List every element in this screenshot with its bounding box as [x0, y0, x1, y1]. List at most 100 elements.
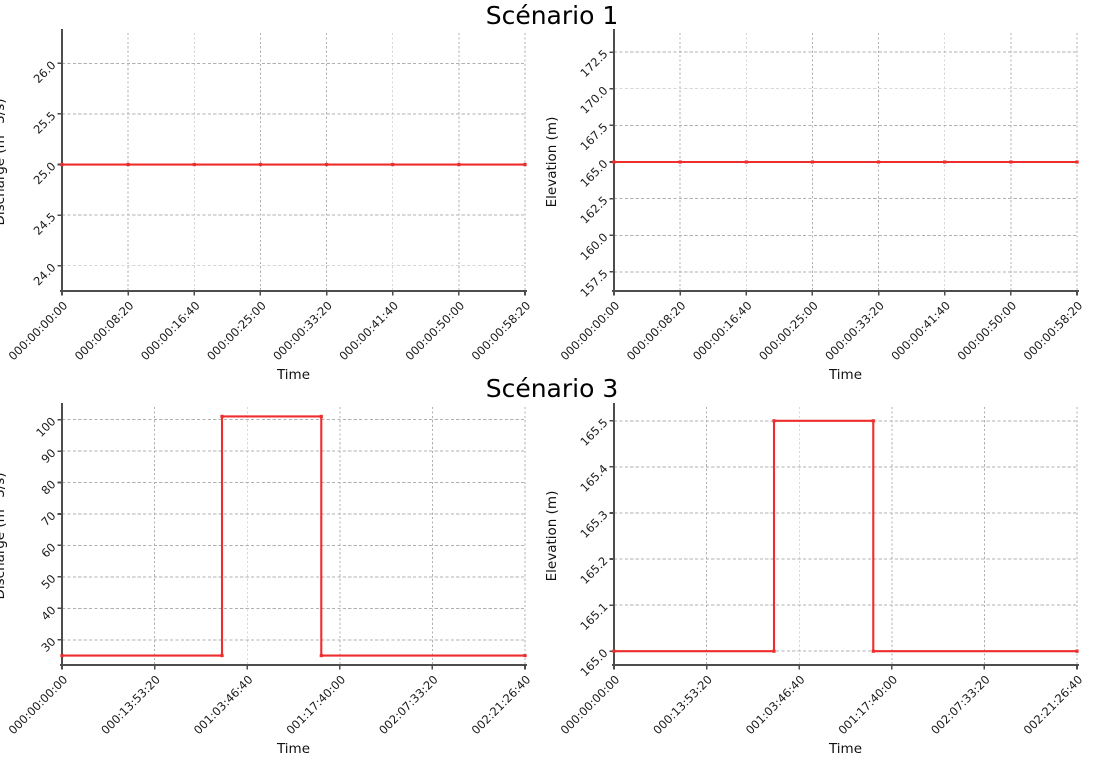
- y-tick-label: 167.5: [577, 120, 610, 153]
- data-point-marker: [1009, 160, 1013, 164]
- x-tick-label: 000:00:33:20: [270, 298, 335, 363]
- chart-scenario1-elevation: 000:00:00:00 000:00:08:20 000:00:16:40 000:…: [544, 29, 1085, 383]
- y-tick-label: 165.1: [577, 600, 610, 633]
- x-tick-label: 000:00:16:40: [138, 298, 203, 363]
- x-axis-label: Time: [828, 367, 862, 383]
- data-point-marker: [1075, 160, 1079, 164]
- data-point-marker: [319, 414, 323, 419]
- x-tick-label: 000:00:41:40: [336, 298, 401, 363]
- x-tick-label: 002:07:33:20: [376, 672, 441, 737]
- y-tick-label: 50: [38, 572, 58, 592]
- data-point-marker: [220, 414, 224, 419]
- data-point-marker: [678, 160, 682, 164]
- y-tick-label: 165.2: [577, 554, 610, 587]
- y-tick-label: 160.0: [577, 230, 610, 263]
- data-point-marker: [1075, 649, 1079, 653]
- x-tick-label: 001:17:40:00: [835, 672, 900, 737]
- y-tick-label: 24.5: [31, 210, 59, 238]
- x-axis-label: Time: [276, 741, 310, 757]
- x-tick-label: 000:00:50:00: [403, 298, 468, 363]
- x-tick-label: 000:00:25:00: [756, 298, 821, 363]
- y-axis-label: Discharge (m^3/s): [0, 98, 8, 225]
- y-tick-label: 25.5: [31, 109, 59, 137]
- x-tick-label: 000:00:00:00: [6, 672, 71, 737]
- x-tick-label: 000:13:53:20: [650, 672, 715, 737]
- x-axis-label: Time: [828, 741, 862, 757]
- data-point-marker: [772, 649, 776, 653]
- x-tick-label: 000:00:58:20: [469, 298, 534, 363]
- y-tick-label: 24.0: [31, 260, 59, 288]
- data-point-marker: [772, 419, 776, 423]
- data-point-marker: [457, 162, 461, 167]
- x-tick-label: 001:17:40:00: [283, 672, 348, 737]
- data-point-marker: [612, 160, 616, 164]
- data-point-marker: [523, 162, 527, 167]
- data-point-marker: [126, 162, 130, 167]
- data-point-marker: [744, 160, 748, 164]
- y-tick-label: 165.0: [577, 157, 610, 190]
- y-tick-label: 172.5: [577, 47, 610, 80]
- chart-scenario1-discharge: 000:00:00:00 000:00:08:20 000:00:16:40 000:…: [0, 29, 533, 383]
- x-tick-label: 000:00:33:20: [822, 298, 887, 363]
- gridlines-scenario3-elevation: [613, 407, 1078, 665]
- y-tick-label: 165.0: [577, 646, 610, 679]
- x-tick-label: 001:03:46:40: [743, 672, 808, 737]
- scenario-3-title: Scénario 3: [485, 374, 619, 403]
- y-tick-label: 30: [38, 635, 58, 655]
- y-tick-label: 80: [38, 477, 58, 497]
- x-tick-label: 000:00:50:00: [955, 298, 1020, 363]
- data-point-marker: [391, 162, 395, 167]
- data-series-line: [614, 419, 1077, 653]
- data-point-marker: [220, 653, 224, 658]
- data-point-marker: [192, 162, 196, 167]
- gridlines-scenario1-discharge: [61, 33, 526, 291]
- y-tick-label: 165.3: [577, 508, 610, 541]
- data-point-marker: [324, 162, 329, 167]
- x-tick-label: 000:13:53:20: [98, 672, 163, 737]
- y-axis-label: Elevation (m): [544, 491, 560, 582]
- chart-scenario3-elevation: 000:00:00:00 000:13:53:20 001:03:46:40 001:…: [544, 403, 1085, 757]
- y-tick-label: 165.5: [577, 416, 610, 449]
- data-point-marker: [60, 162, 64, 167]
- y-tick-label: 157.5: [577, 267, 610, 300]
- data-point-marker: [60, 653, 64, 658]
- x-tick-label: 002:21:26:40: [469, 672, 534, 737]
- y-tick-label: 25.0: [31, 159, 59, 187]
- x-tick-label: 000:00:08:20: [72, 298, 137, 363]
- x-axis-label: Time: [276, 367, 310, 383]
- data-point-marker: [871, 649, 875, 653]
- data-point-marker: [523, 653, 527, 658]
- data-point-marker: [871, 419, 875, 423]
- x-tick-label: 000:00:00:00: [6, 298, 71, 363]
- gridlines-scenario3-discharge: [61, 407, 526, 665]
- data-point-marker: [943, 160, 947, 164]
- x-tick-label: 000:00:25:00: [204, 298, 269, 363]
- x-tick-label: 000:00:41:40: [888, 298, 953, 363]
- data-point-marker: [319, 653, 323, 658]
- y-tick-label: 70: [38, 509, 58, 529]
- data-point-marker: [876, 160, 881, 164]
- chart-scenario3-discharge: 000:00:00:00 000:13:53:20 001:03:46:40 001:…: [0, 403, 533, 757]
- x-tick-label: 002:21:26:40: [1021, 672, 1086, 737]
- x-tick-label: 002:07:33:20: [928, 672, 993, 737]
- data-point-marker: [258, 162, 263, 167]
- y-axis-label: Elevation (m): [544, 117, 560, 208]
- scenario-1-title: Scénario 1: [485, 1, 619, 30]
- y-tick-label: 170.0: [577, 83, 610, 116]
- y-tick-label: 40: [38, 603, 58, 623]
- x-tick-label: 001:03:46:40: [191, 672, 256, 737]
- x-tick-label: 000:00:16:40: [690, 298, 755, 363]
- data-point-marker: [612, 649, 616, 653]
- x-tick-label: 000:00:00:00: [558, 672, 623, 737]
- x-tick-label: 000:00:58:20: [1021, 298, 1086, 363]
- y-axis-label: Discharge (m^3/s): [0, 472, 8, 599]
- y-tick-label: 100: [33, 414, 58, 439]
- data-point-marker: [810, 160, 815, 164]
- y-tick-label: 26.0: [31, 58, 59, 86]
- y-tick-label: 60: [38, 540, 58, 560]
- y-tick-label: 90: [38, 446, 58, 466]
- x-tick-label: 000:00:08:20: [624, 298, 689, 363]
- y-tick-label: 162.5: [577, 193, 610, 226]
- x-tick-label: 000:00:00:00: [558, 298, 623, 363]
